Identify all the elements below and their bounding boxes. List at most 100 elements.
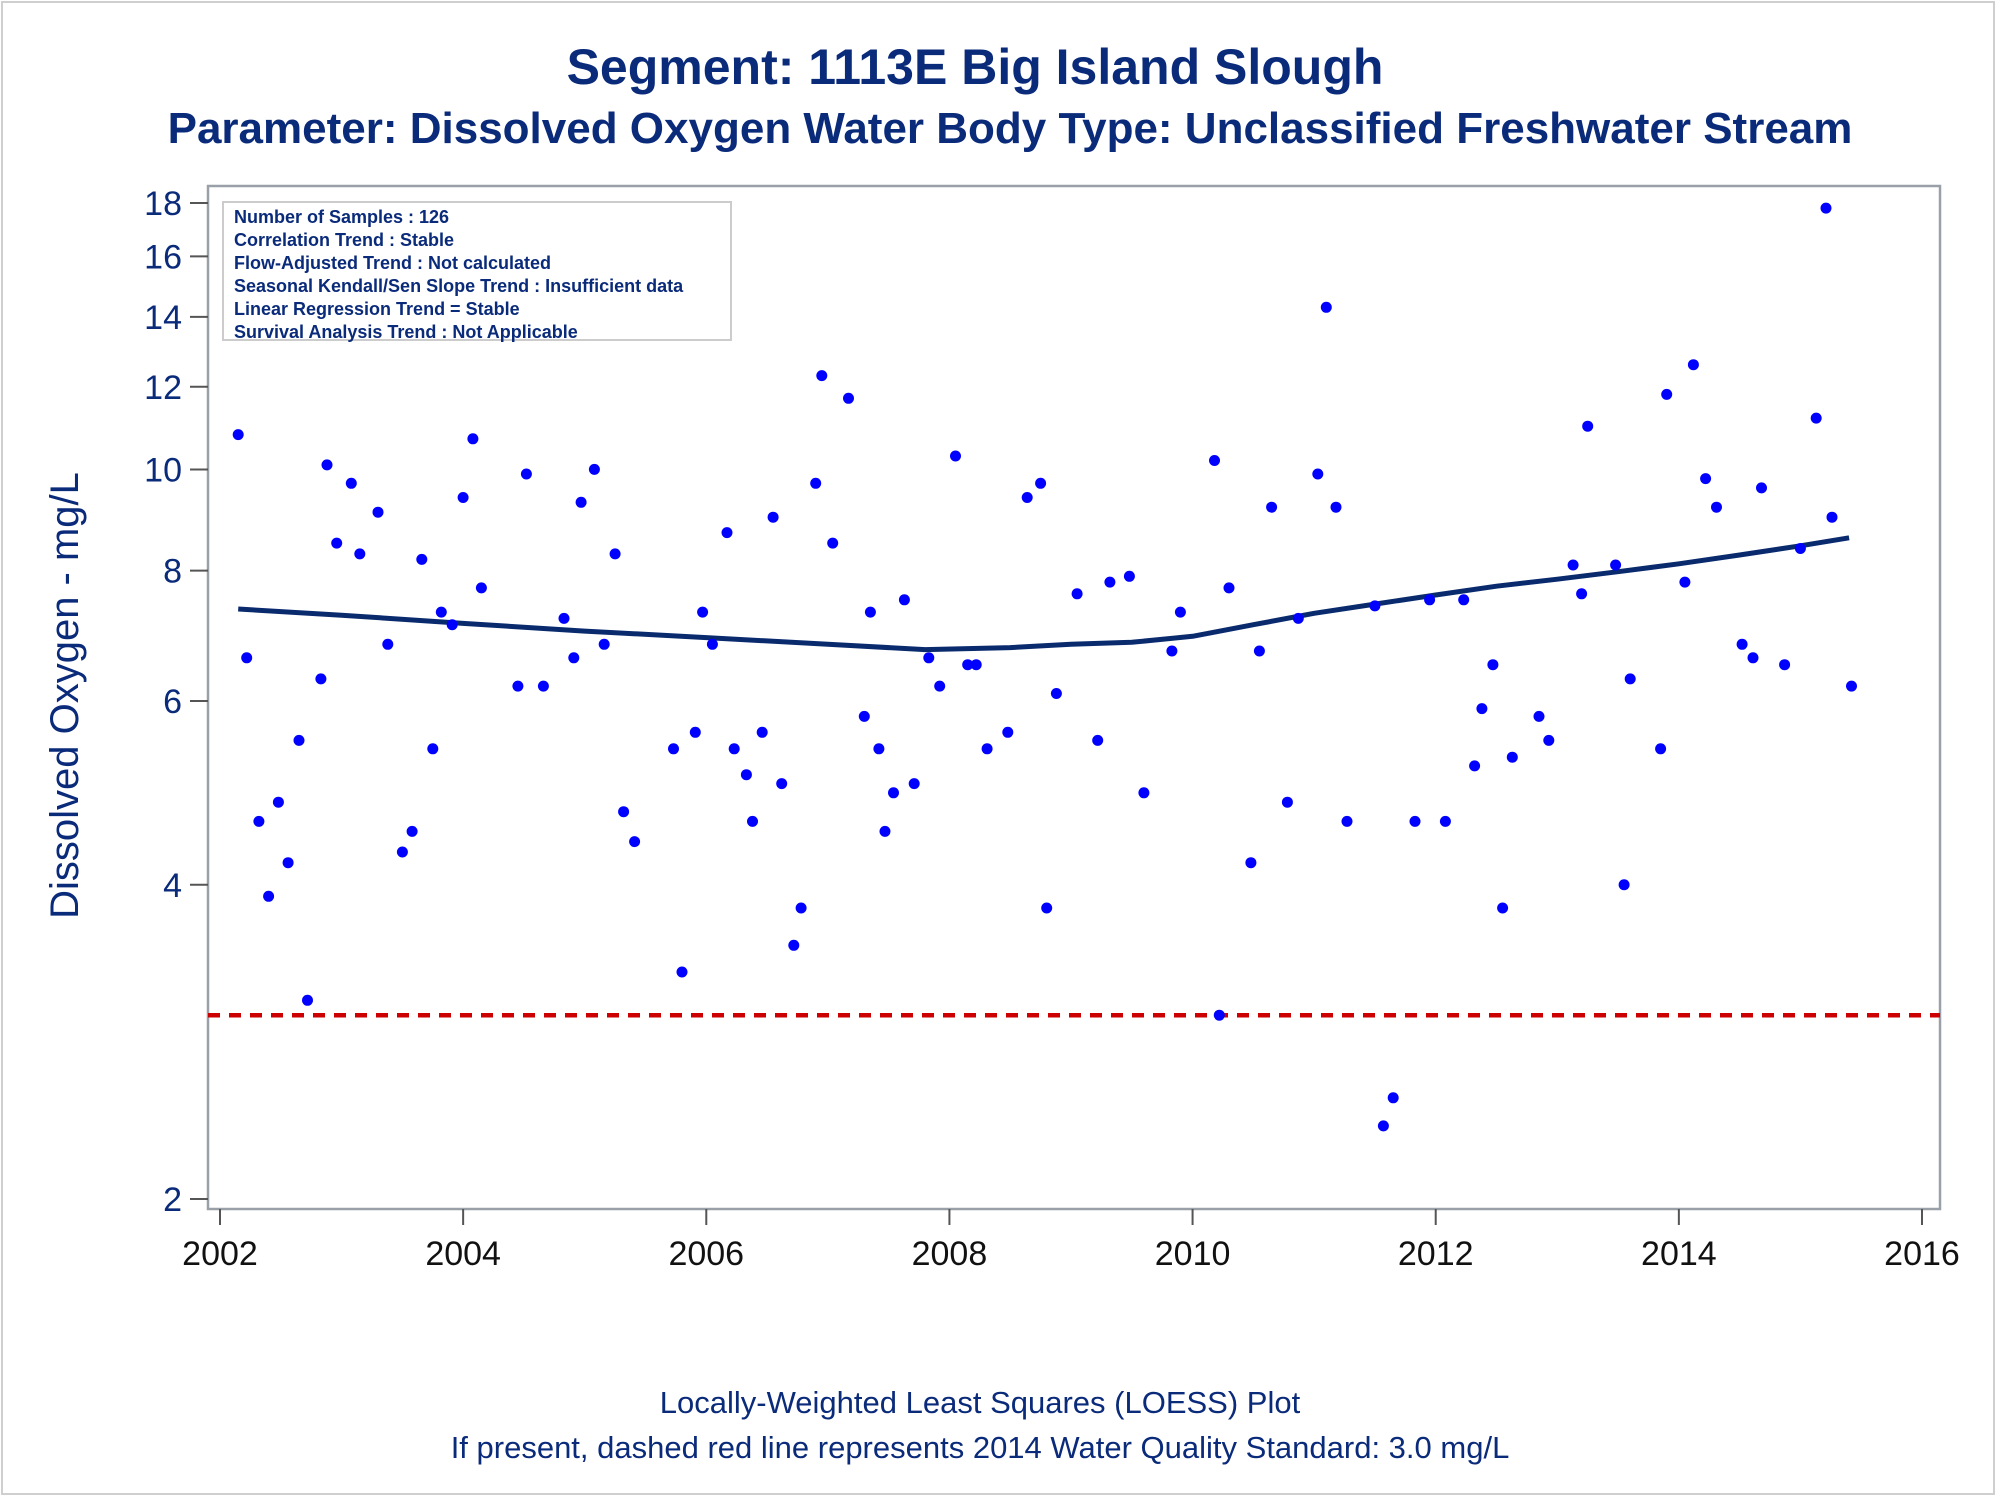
data-point [1002, 726, 1014, 738]
data-point [1320, 301, 1332, 313]
data-point [706, 638, 718, 650]
data-point [345, 477, 357, 489]
y-tick-label: 12 [144, 369, 182, 407]
data-point [598, 638, 610, 650]
data-point [575, 496, 587, 508]
data-point [427, 743, 439, 755]
data-point [1506, 751, 1518, 763]
chart-title: Segment: 1113E Big Island Slough [566, 39, 1384, 95]
data-point [676, 966, 688, 978]
data-point [1041, 902, 1053, 914]
info-line-linear-regression-trend: Linear Regression Trend = Stable [234, 299, 520, 319]
x-tick-label: 2016 [1884, 1235, 1960, 1273]
data-point [406, 825, 418, 837]
data-point [282, 857, 294, 869]
plot-area-border [206, 184, 1942, 1211]
data-point [934, 680, 946, 692]
x-tick-label: 2010 [1155, 1235, 1231, 1273]
loess-trend-line [238, 535, 1850, 653]
data-point [776, 778, 788, 790]
data-point [923, 652, 935, 664]
data-point [1469, 760, 1481, 772]
data-point [475, 582, 487, 594]
y-tick-label: 18 [144, 185, 182, 223]
data-point [858, 710, 870, 722]
data-point [1369, 600, 1381, 612]
data-point [241, 652, 253, 664]
footnote-plot-type: Locally-Weighted Least Squares (LOESS) P… [659, 1385, 1301, 1420]
data-point [1661, 388, 1673, 400]
data-point [1341, 815, 1353, 827]
data-point [1266, 501, 1278, 513]
data-point [1166, 645, 1178, 657]
data-point [1576, 588, 1588, 600]
data-point [354, 548, 366, 560]
data-point [537, 680, 549, 692]
y-tick-label: 10 [144, 451, 182, 489]
data-point [1567, 559, 1579, 571]
data-point [1387, 1092, 1399, 1104]
data-point [1582, 420, 1594, 432]
data-point [253, 815, 265, 827]
data-point [416, 553, 428, 565]
data-point [1679, 576, 1691, 588]
data-point [1213, 1009, 1225, 1021]
x-tick-label: 2008 [912, 1235, 988, 1273]
data-point [1281, 796, 1293, 808]
x-tick-label: 2006 [668, 1235, 744, 1273]
data-point [1138, 787, 1150, 799]
data-point [827, 537, 839, 549]
data-point [446, 619, 458, 631]
data-point [810, 477, 822, 489]
data-point [1826, 511, 1838, 523]
x-tick-label: 2014 [1641, 1235, 1717, 1273]
data-point [1223, 582, 1235, 594]
data-point [1021, 492, 1033, 503]
data-point [1035, 477, 1047, 489]
data-point [1487, 659, 1499, 671]
data-point [457, 492, 469, 503]
data-point [1711, 501, 1722, 513]
data-point [558, 612, 570, 624]
data-point [315, 673, 327, 685]
data-point [568, 652, 580, 664]
data-point [1655, 743, 1667, 755]
data-point [1756, 482, 1767, 494]
data-point [1409, 815, 1421, 827]
data-point [873, 743, 885, 755]
info-line-survival-analysis-trend: Survival Analysis Trend : Not Applicable [234, 322, 578, 342]
data-point [1312, 468, 1324, 480]
data-point [435, 606, 447, 618]
data-point [1092, 734, 1104, 746]
data-point [1174, 606, 1186, 618]
data-point [1209, 455, 1220, 466]
data-point [816, 370, 828, 382]
data-point [1497, 902, 1509, 914]
data-point [1618, 879, 1630, 891]
data-point [588, 463, 600, 475]
data-point [1810, 412, 1822, 424]
data-point [1292, 612, 1304, 624]
data-point [467, 433, 479, 445]
data-point [740, 769, 752, 781]
data-point [1330, 501, 1342, 513]
data-point [1104, 576, 1116, 588]
data-point [721, 527, 733, 539]
data-point [302, 994, 313, 1006]
data-point [697, 606, 709, 618]
data-point [1533, 710, 1545, 722]
data-point [689, 726, 701, 738]
data-point [962, 659, 974, 671]
data-point [232, 429, 244, 441]
data-point [747, 815, 758, 827]
y-tick-label: 8 [163, 553, 182, 591]
data-point [382, 638, 394, 650]
data-point [1424, 594, 1436, 606]
data-point [321, 459, 333, 471]
data-point [864, 606, 876, 618]
data-point [1050, 688, 1062, 699]
data-point [629, 836, 641, 848]
y-tick-label: 14 [144, 299, 182, 337]
